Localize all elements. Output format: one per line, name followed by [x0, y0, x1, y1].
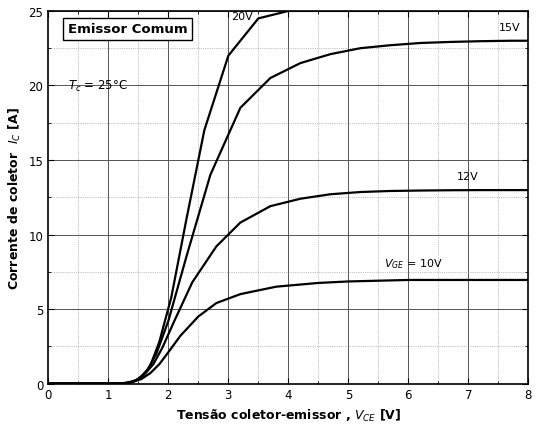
Y-axis label: Corrente de coletor  $I_C$ [A]: Corrente de coletor $I_C$ [A]	[7, 107, 23, 289]
Text: 20V: 20V	[231, 12, 253, 22]
X-axis label: Tensão coletor-emissor , $V_{CE}$ [V]: Tensão coletor-emissor , $V_{CE}$ [V]	[176, 407, 401, 423]
Text: 12V: 12V	[457, 172, 478, 181]
Text: $V_{GE}$ = 10V: $V_{GE}$ = 10V	[384, 257, 443, 270]
Text: 15V: 15V	[499, 23, 520, 33]
Text: Emissor Comum: Emissor Comum	[67, 23, 187, 36]
Text: $T_c$ = 25°C: $T_c$ = 25°C	[67, 79, 127, 94]
